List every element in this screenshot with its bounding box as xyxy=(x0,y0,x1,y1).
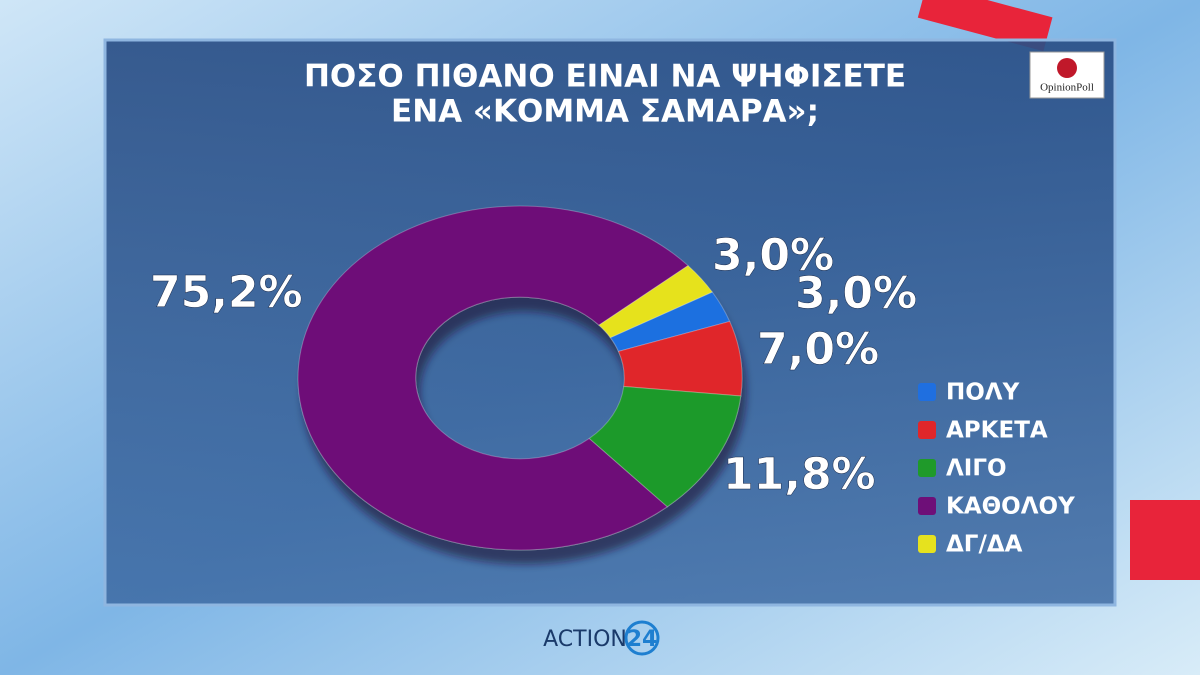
value-label: 7,0% xyxy=(757,324,879,375)
legend-swatch xyxy=(918,459,936,477)
chart-title: ΕΝΑ «ΚΟΜΜΑ ΣΑΜΑΡΑ»; xyxy=(391,94,819,130)
channel-logo-ring xyxy=(624,620,660,656)
value-label: 11,8% xyxy=(723,449,876,500)
channel-number: 24 xyxy=(627,627,658,652)
legend-swatch xyxy=(918,421,936,439)
legend-swatch xyxy=(918,383,936,401)
legend-label: ΑΡΚΕΤΑ xyxy=(946,418,1048,444)
legend-swatch xyxy=(918,535,936,553)
channel-name: ACTION xyxy=(543,627,627,652)
legend-label: ΔΓ/ΔΑ xyxy=(946,532,1023,558)
bg-accent xyxy=(917,0,1053,52)
value-label: 3,0% xyxy=(712,230,834,281)
pollster-name: OpinionPoll xyxy=(1040,82,1094,94)
pollster-logo-icon xyxy=(1057,58,1077,78)
value-label: 75,2% xyxy=(150,267,303,318)
donut xyxy=(297,205,743,551)
legend-label: ΚΑΘΟΛΟΥ xyxy=(946,494,1075,520)
legend-label: ΛΙΓΟ xyxy=(946,456,1007,482)
legend-swatch xyxy=(918,497,936,515)
value-label: 3,0% xyxy=(795,268,917,319)
legend-label: ΠΟΛΥ xyxy=(946,380,1020,406)
chart-title: ΠΟΣΟ ΠΙΘΑΝΟ ΕΙΝΑΙ ΝΑ ΨΗΦΙΣΕΤΕ xyxy=(304,59,906,95)
bg-accent xyxy=(1130,500,1200,580)
donut-slice xyxy=(297,205,689,551)
donut-slice xyxy=(598,264,714,339)
